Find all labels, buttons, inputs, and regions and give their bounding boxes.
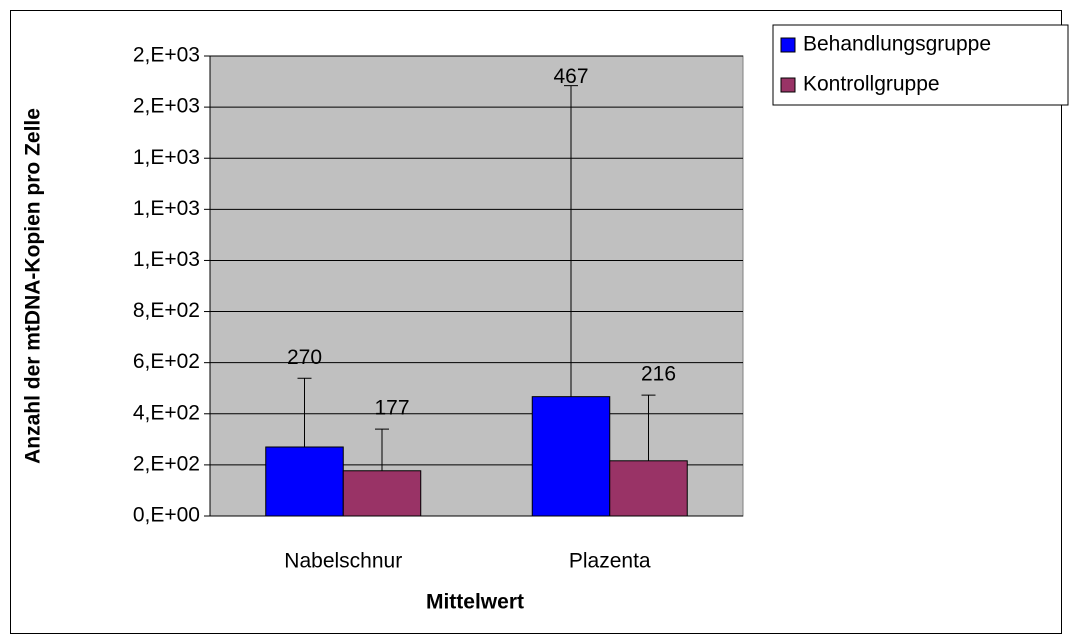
data-label: 270 [287,346,322,369]
legend-label: Behandlungsgruppe [803,33,991,56]
legend-label: Kontrollgruppe [803,73,940,96]
y-tick-label: 4,E+02 [133,401,200,424]
y-tick-label: 2,E+03 [133,44,200,67]
data-label: 177 [374,397,409,420]
y-tick-label: 0,E+00 [133,504,200,527]
data-label: 467 [553,65,588,88]
data-label: 216 [641,363,676,386]
legend-swatch [780,77,796,93]
y-tick-label: 2,E+02 [133,452,200,475]
bar [531,396,611,517]
plot-area [209,55,744,517]
bar [342,470,422,517]
x-tick-label: Plazenta [569,550,651,573]
y-tick-label: 1,E+03 [133,248,200,271]
bar [609,460,688,517]
y-tick-label: 2,E+03 [133,95,200,118]
bar [265,446,344,517]
x-tick-label: Nabelschnur [284,550,402,573]
y-axis-title: Anzahl der mtDNA-Kopien pro Zelle [22,108,45,464]
y-tick-label: 8,E+02 [133,299,200,322]
legend-swatch [780,37,796,53]
y-tick-label: 1,E+03 [133,146,200,169]
x-axis-title: Mittelwert [426,591,524,614]
y-tick-label: 6,E+02 [133,350,200,373]
y-tick-label: 1,E+03 [133,197,200,220]
legend-box [772,24,1069,106]
